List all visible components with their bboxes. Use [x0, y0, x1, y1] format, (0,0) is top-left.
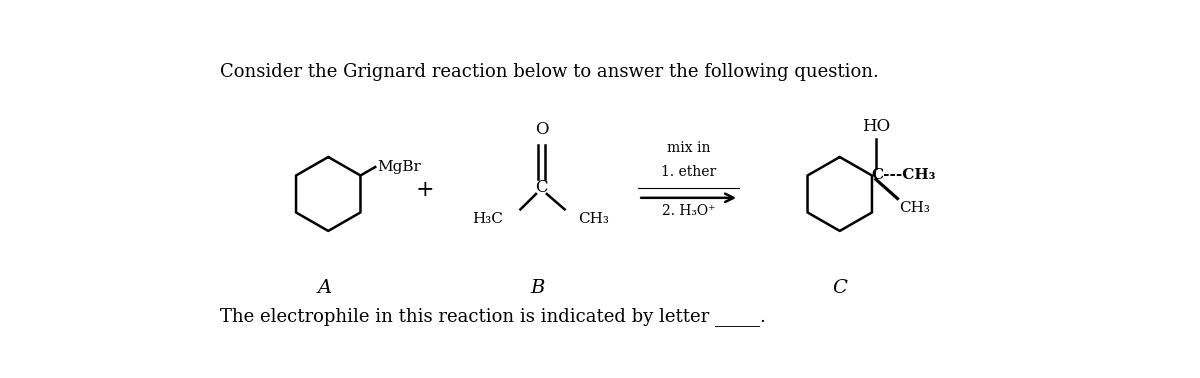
Text: A: A — [317, 279, 331, 297]
Text: The electrophile in this reaction is indicated by letter _____.: The electrophile in this reaction is ind… — [220, 307, 766, 326]
Text: Consider the Grignard reaction below to answer the following question.: Consider the Grignard reaction below to … — [220, 63, 878, 81]
Text: C: C — [535, 179, 547, 196]
Text: mix in: mix in — [667, 141, 710, 155]
Text: +: + — [416, 179, 434, 201]
Text: B: B — [530, 279, 545, 297]
Text: HO: HO — [862, 118, 890, 135]
Text: CH₃: CH₃ — [578, 212, 608, 226]
Text: H₃C: H₃C — [472, 212, 503, 226]
Text: C---CH₃: C---CH₃ — [871, 169, 936, 183]
Text: 2. H₃O⁺: 2. H₃O⁺ — [662, 204, 715, 218]
Text: CH₃: CH₃ — [899, 201, 930, 215]
Text: 1. ether: 1. ether — [661, 164, 716, 178]
Text: C: C — [833, 279, 847, 297]
Text: O: O — [535, 121, 548, 138]
Text: MgBr: MgBr — [378, 160, 421, 174]
